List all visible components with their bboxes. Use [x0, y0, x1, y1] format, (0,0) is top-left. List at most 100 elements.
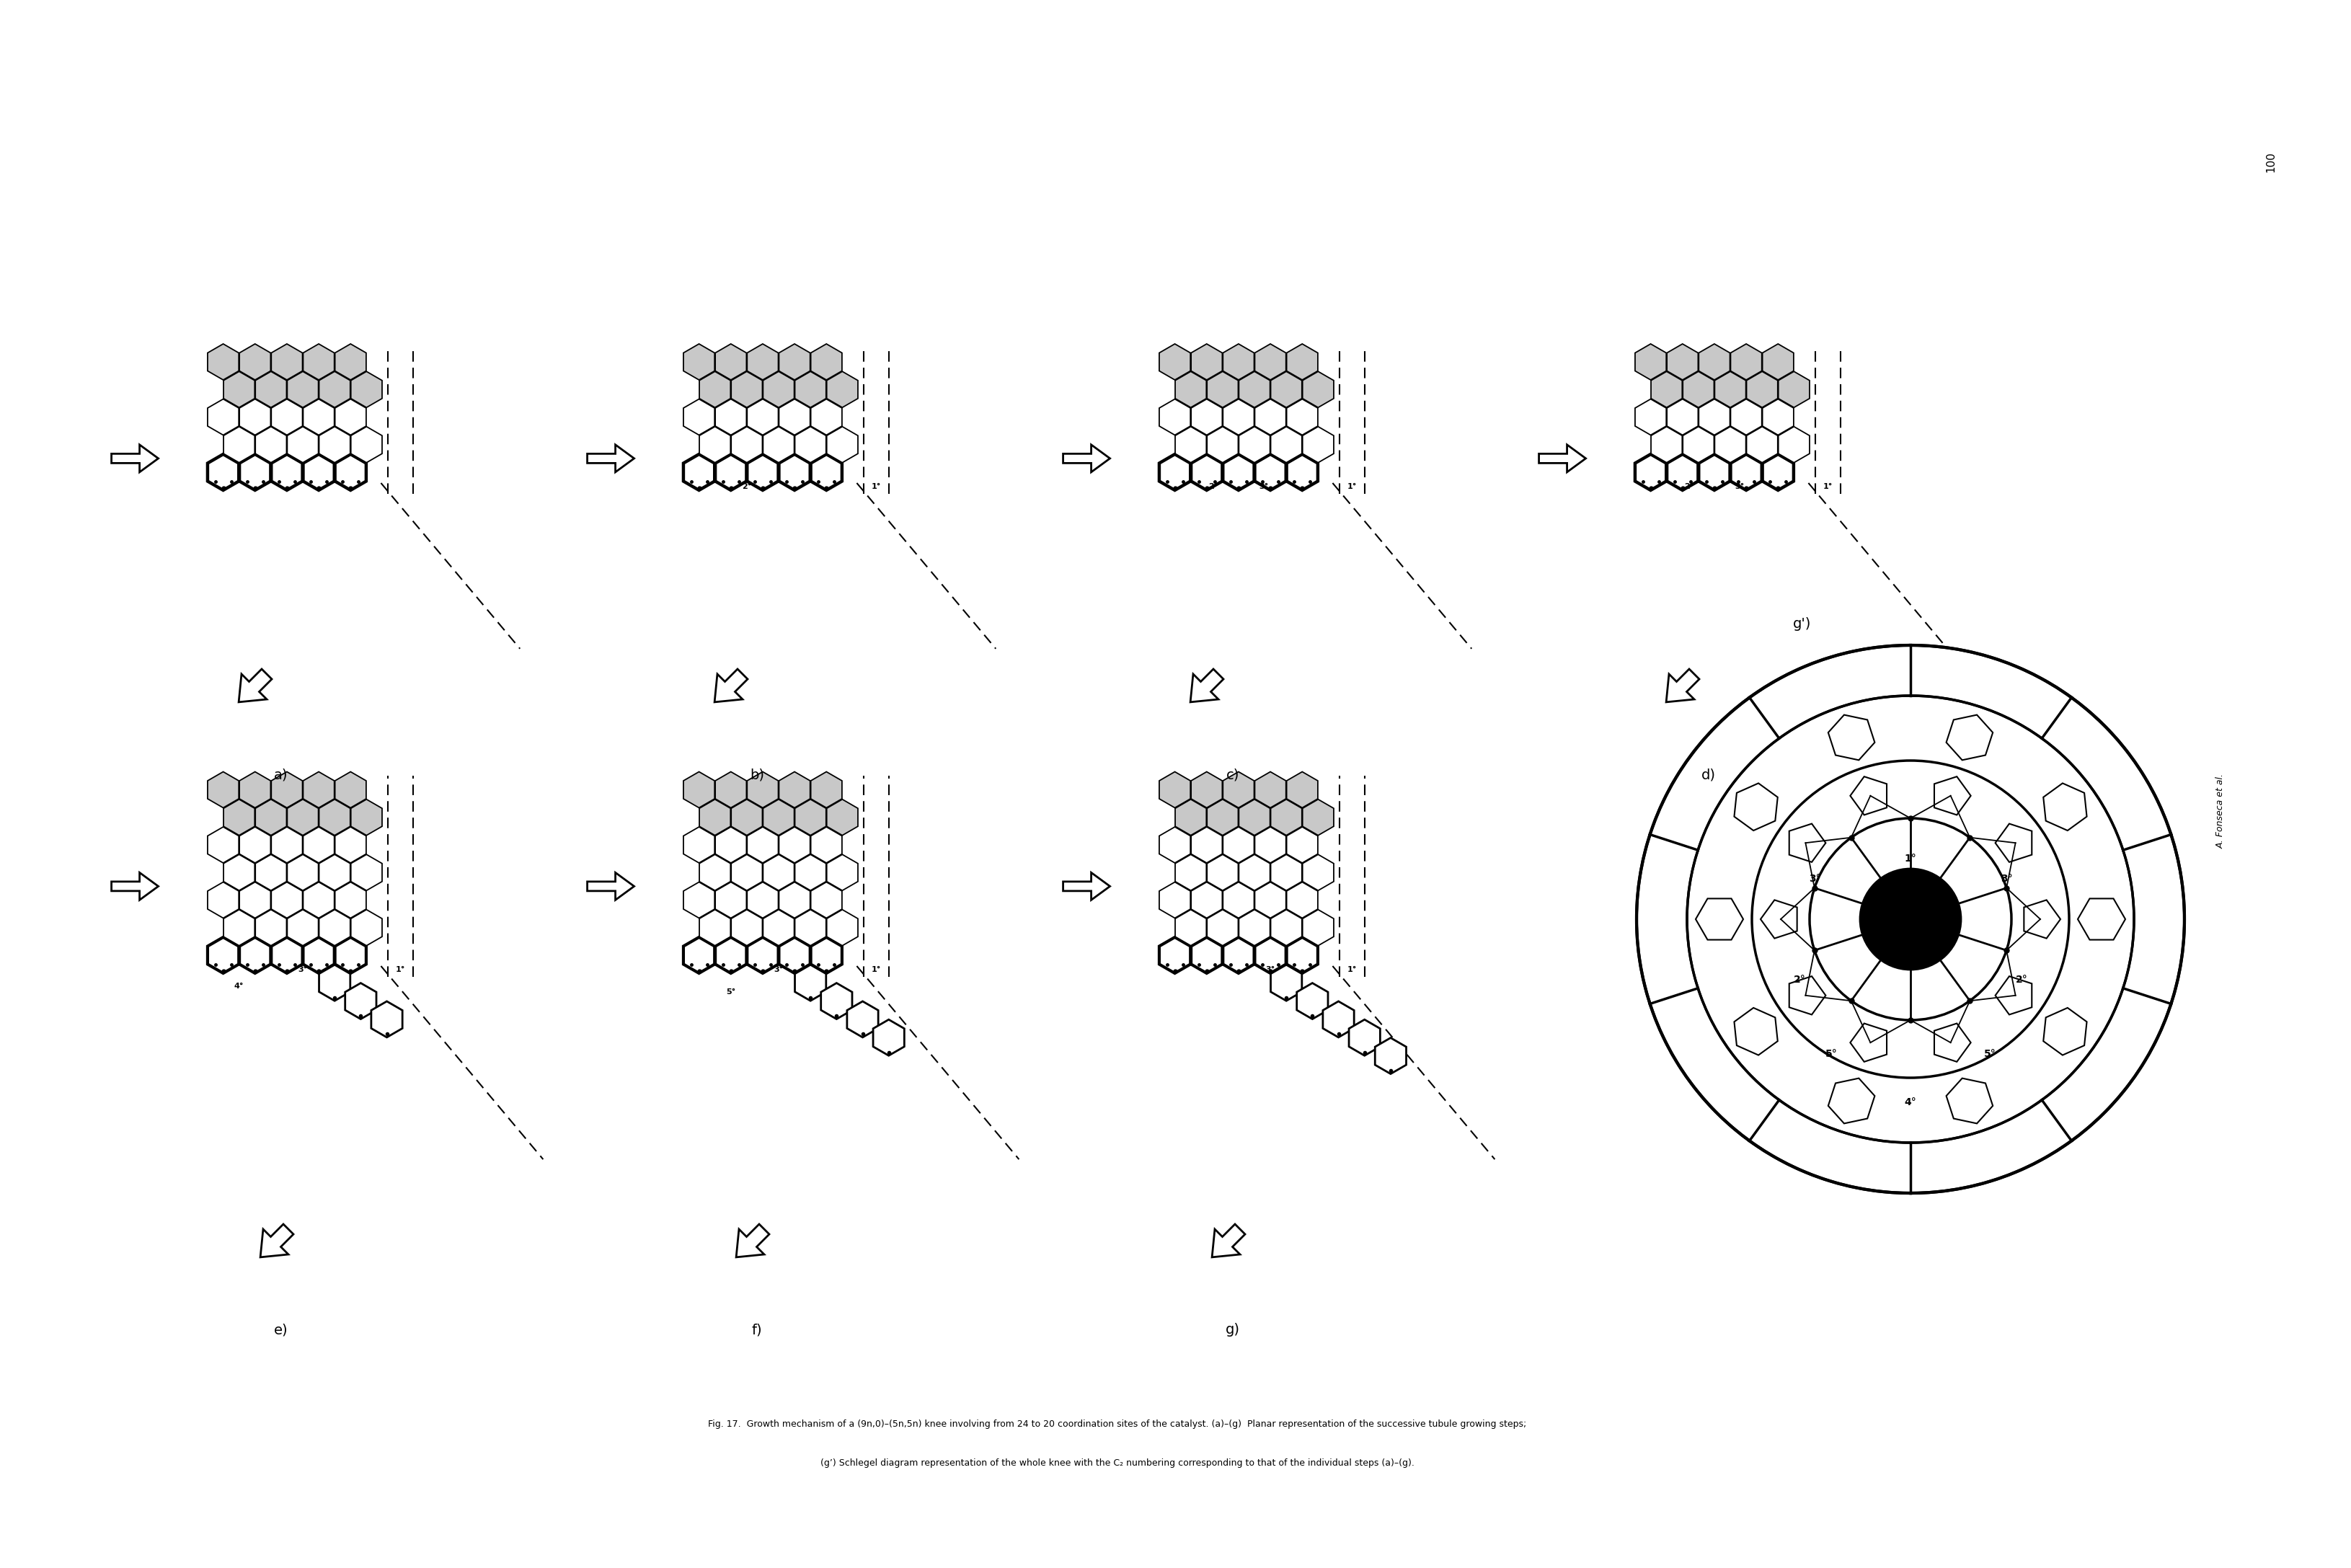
Polygon shape	[1176, 800, 1206, 836]
Polygon shape	[715, 883, 745, 919]
Polygon shape	[1697, 398, 1730, 434]
Polygon shape	[1650, 372, 1681, 408]
Polygon shape	[811, 938, 842, 974]
Polygon shape	[240, 398, 270, 434]
Polygon shape	[715, 455, 745, 491]
Polygon shape	[778, 343, 809, 379]
Text: g'): g')	[1794, 618, 1810, 630]
Text: 1°: 1°	[1822, 483, 1831, 491]
Polygon shape	[795, 426, 825, 463]
Text: b): b)	[750, 768, 764, 782]
Polygon shape	[1665, 670, 1700, 702]
Polygon shape	[1190, 343, 1223, 379]
Polygon shape	[110, 872, 158, 900]
Text: e): e)	[275, 1323, 289, 1338]
Polygon shape	[1697, 343, 1730, 379]
Polygon shape	[1063, 445, 1110, 472]
Polygon shape	[240, 826, 270, 862]
Polygon shape	[1255, 826, 1286, 862]
Polygon shape	[1176, 909, 1206, 946]
Polygon shape	[240, 670, 273, 702]
Polygon shape	[715, 771, 745, 808]
Polygon shape	[1255, 771, 1286, 808]
Polygon shape	[762, 426, 795, 463]
Polygon shape	[1933, 776, 1970, 815]
Polygon shape	[684, 771, 715, 808]
Polygon shape	[1324, 1002, 1354, 1038]
Text: Fig. 17.  Growth mechanism of a (9n,0)–(5n,5n) knee involving from 24 to 20 coor: Fig. 17. Growth mechanism of a (9n,0)–(5…	[708, 1419, 1526, 1428]
Polygon shape	[256, 426, 287, 463]
Polygon shape	[1206, 800, 1239, 836]
Polygon shape	[698, 909, 731, 946]
Text: 3°: 3°	[1808, 873, 1820, 884]
Polygon shape	[270, 398, 303, 434]
Polygon shape	[1176, 855, 1206, 891]
Polygon shape	[1302, 800, 1333, 836]
Polygon shape	[698, 800, 731, 836]
Polygon shape	[1206, 372, 1239, 408]
Polygon shape	[223, 800, 254, 836]
Polygon shape	[748, 398, 778, 434]
Polygon shape	[207, 938, 240, 974]
Polygon shape	[1286, 938, 1317, 974]
Polygon shape	[698, 372, 731, 408]
Polygon shape	[778, 455, 809, 491]
Polygon shape	[1239, 426, 1270, 463]
Polygon shape	[303, 883, 334, 919]
Polygon shape	[731, 909, 762, 946]
Polygon shape	[371, 1002, 402, 1038]
Polygon shape	[320, 426, 350, 463]
Polygon shape	[698, 855, 731, 891]
Polygon shape	[1933, 1024, 1970, 1062]
Polygon shape	[1255, 398, 1286, 434]
Text: 4°: 4°	[1904, 1098, 1916, 1107]
Polygon shape	[240, 771, 270, 808]
Polygon shape	[811, 398, 842, 434]
Polygon shape	[1255, 343, 1286, 379]
Polygon shape	[811, 343, 842, 379]
Polygon shape	[1667, 343, 1697, 379]
Circle shape	[1860, 869, 1961, 969]
Polygon shape	[334, 455, 367, 491]
Polygon shape	[303, 826, 334, 862]
Polygon shape	[287, 800, 317, 836]
Polygon shape	[1714, 426, 1744, 463]
Text: 5°: 5°	[726, 988, 736, 996]
Polygon shape	[287, 372, 317, 408]
Polygon shape	[1683, 426, 1714, 463]
Polygon shape	[1302, 426, 1333, 463]
Text: 1°: 1°	[870, 483, 882, 491]
Polygon shape	[334, 938, 367, 974]
Text: 1°: 1°	[1347, 483, 1357, 491]
Polygon shape	[1255, 883, 1286, 919]
Polygon shape	[334, 771, 367, 808]
Polygon shape	[303, 771, 334, 808]
Text: 1°: 1°	[870, 966, 882, 974]
Polygon shape	[2043, 1008, 2085, 1055]
Polygon shape	[320, 909, 350, 946]
Polygon shape	[320, 855, 350, 891]
Polygon shape	[731, 855, 762, 891]
Polygon shape	[270, 771, 303, 808]
Polygon shape	[1159, 398, 1190, 434]
Polygon shape	[1239, 372, 1270, 408]
Polygon shape	[811, 455, 842, 491]
Polygon shape	[1270, 909, 1302, 946]
Polygon shape	[795, 964, 825, 1000]
Polygon shape	[795, 372, 825, 408]
Polygon shape	[320, 800, 350, 836]
Circle shape	[1751, 760, 2069, 1077]
Polygon shape	[1697, 455, 1730, 491]
Polygon shape	[1190, 398, 1223, 434]
Polygon shape	[846, 1002, 877, 1038]
Polygon shape	[748, 938, 778, 974]
Polygon shape	[828, 800, 858, 836]
Polygon shape	[1538, 445, 1585, 472]
Polygon shape	[303, 343, 334, 379]
Text: 2°: 2°	[1208, 483, 1218, 491]
Polygon shape	[287, 909, 317, 946]
Circle shape	[1808, 818, 2010, 1021]
Polygon shape	[350, 800, 381, 836]
Polygon shape	[1176, 372, 1206, 408]
Text: 1°: 1°	[1904, 853, 1916, 864]
